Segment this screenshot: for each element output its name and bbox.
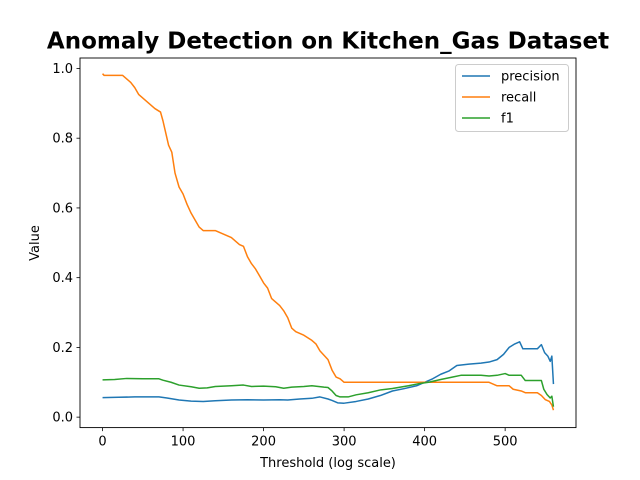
x-tick-label: 300 bbox=[332, 435, 357, 450]
series-layer bbox=[101, 73, 555, 411]
series-line-f1 bbox=[102, 372, 555, 407]
y-tick-label: 0.6 bbox=[52, 201, 73, 216]
x-tick-label: 400 bbox=[412, 435, 437, 450]
y-tick-label: 0.0 bbox=[52, 411, 73, 426]
legend-label-precision: precision bbox=[501, 70, 560, 85]
plot-frame bbox=[79, 57, 577, 429]
legend: precision recall f1 bbox=[455, 64, 569, 132]
x-tick-label: 100 bbox=[171, 435, 196, 450]
y-axis-ticks: 0.0 0.2 0.4 0.6 0.8 1.0 bbox=[52, 62, 80, 426]
y-tick-label: 0.2 bbox=[52, 341, 73, 356]
y-tick-label: 1.0 bbox=[52, 62, 73, 77]
chart-title: Anomaly Detection on Kitchen_Gas Dataset bbox=[47, 29, 609, 55]
x-tick-label: 500 bbox=[493, 435, 518, 450]
y-tick-label: 0.8 bbox=[52, 132, 73, 147]
series-line-recall bbox=[101, 73, 555, 411]
x-tick-label: 200 bbox=[251, 435, 276, 450]
series-line-precision bbox=[102, 341, 555, 404]
legend-box bbox=[455, 64, 569, 132]
y-axis-label: Value bbox=[28, 225, 43, 261]
legend-label-f1: f1 bbox=[501, 112, 514, 127]
y-tick-label: 0.4 bbox=[52, 271, 73, 286]
legend-label-recall: recall bbox=[501, 91, 536, 106]
x-tick-label: 0 bbox=[98, 435, 106, 450]
x-axis-label: Threshold (log scale) bbox=[259, 456, 396, 471]
x-axis-ticks: 0 100 200 300 400 500 bbox=[98, 427, 518, 450]
